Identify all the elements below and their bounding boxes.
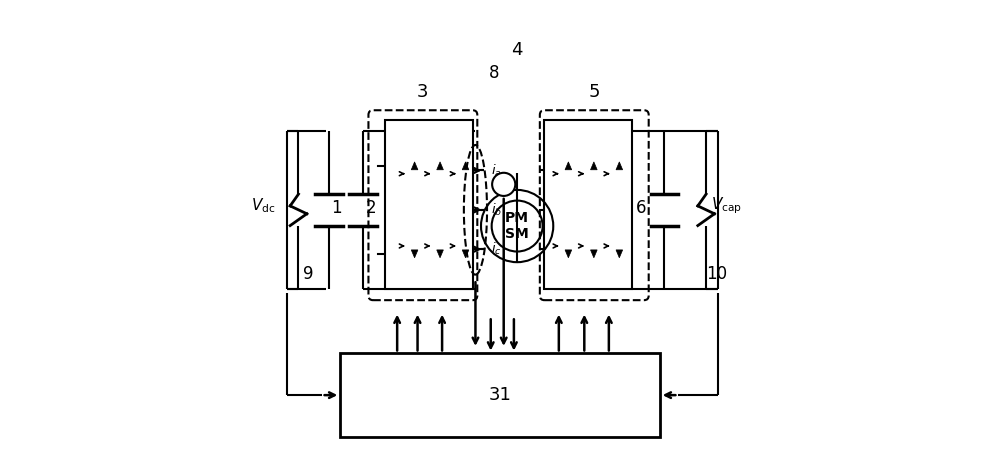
- Text: $i_c$: $i_c$: [491, 241, 501, 257]
- Bar: [385, 119, 473, 288]
- Text: $i_a$: $i_a$: [491, 163, 501, 178]
- Text: 5: 5: [589, 83, 600, 101]
- Polygon shape: [462, 162, 469, 170]
- Text: SM: SM: [505, 227, 529, 241]
- Text: 3: 3: [417, 83, 429, 101]
- Text: 10: 10: [706, 266, 727, 283]
- Polygon shape: [591, 250, 597, 258]
- Text: $i_b$: $i_b$: [491, 202, 502, 218]
- Text: $V_{\mathrm{cap}}$: $V_{\mathrm{cap}}$: [711, 195, 742, 215]
- Text: 2: 2: [366, 199, 376, 217]
- Text: 7: 7: [499, 177, 509, 192]
- Polygon shape: [437, 162, 443, 170]
- Polygon shape: [437, 250, 443, 258]
- Text: 9: 9: [303, 266, 314, 283]
- Polygon shape: [411, 250, 418, 258]
- Polygon shape: [462, 250, 469, 258]
- Polygon shape: [565, 250, 572, 258]
- Polygon shape: [616, 162, 623, 170]
- Bar: [340, 353, 660, 437]
- Polygon shape: [411, 162, 418, 170]
- Polygon shape: [591, 162, 597, 170]
- Circle shape: [492, 173, 515, 196]
- Polygon shape: [565, 162, 572, 170]
- Text: 31: 31: [489, 386, 511, 404]
- Text: 8: 8: [489, 64, 500, 82]
- Polygon shape: [616, 250, 623, 258]
- Text: PM: PM: [505, 211, 529, 225]
- Text: 4: 4: [511, 41, 523, 59]
- Bar: [544, 119, 632, 288]
- Text: $V_{\mathrm{dc}}$: $V_{\mathrm{dc}}$: [251, 196, 275, 214]
- Text: 1: 1: [331, 199, 342, 217]
- Text: 6: 6: [635, 199, 646, 217]
